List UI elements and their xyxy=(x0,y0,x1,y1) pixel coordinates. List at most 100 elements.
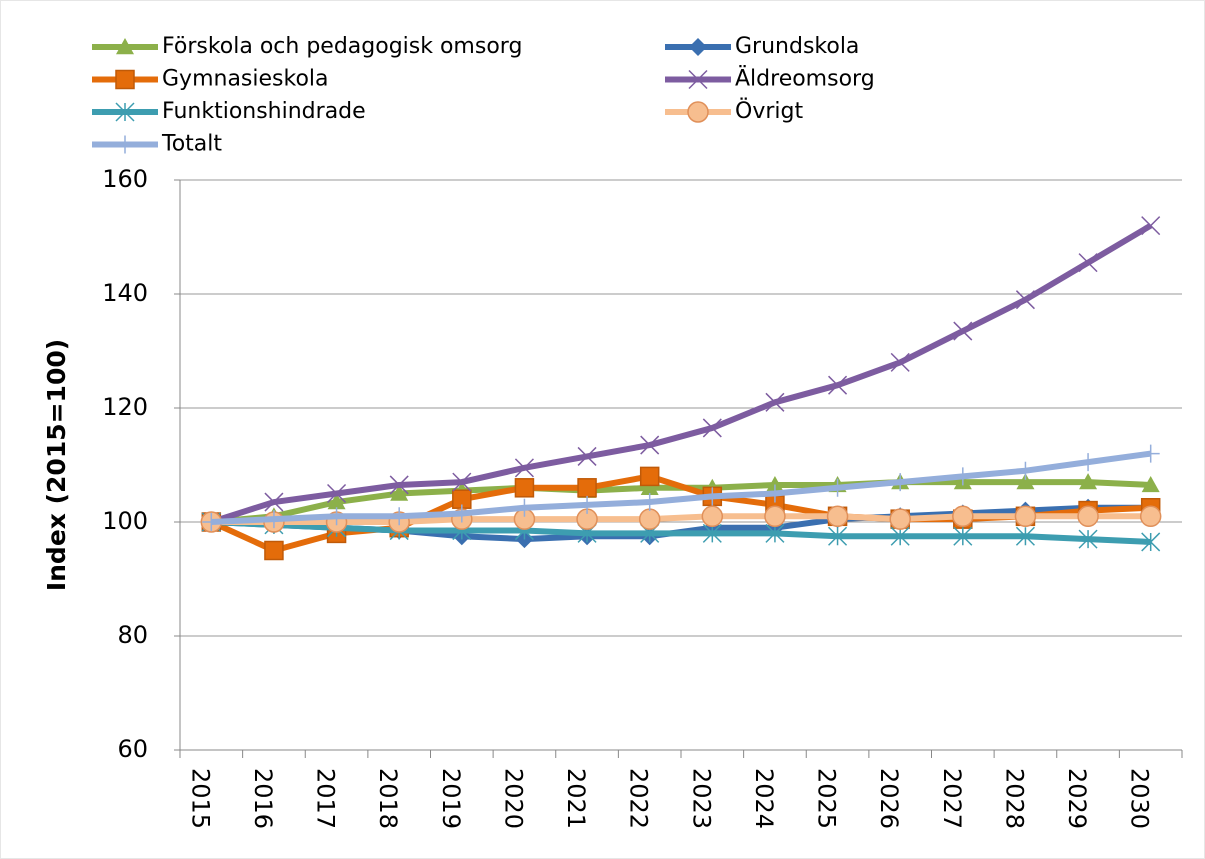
marker xyxy=(1016,461,1035,480)
x-tick-label: 2019 xyxy=(437,768,465,829)
series-line xyxy=(211,450,1152,525)
x-tick-label: 2029 xyxy=(1063,768,1091,829)
marker xyxy=(514,478,535,498)
marker xyxy=(640,493,659,512)
marker xyxy=(828,375,848,395)
marker xyxy=(578,495,597,514)
legend-label: Funktionshindrade xyxy=(162,99,366,124)
marker xyxy=(389,475,409,495)
legend-label: Grundskola xyxy=(735,34,859,59)
marker xyxy=(116,135,134,154)
marker xyxy=(702,523,722,543)
marker xyxy=(390,507,409,526)
marker xyxy=(264,492,284,512)
marker xyxy=(1139,505,1162,528)
x-tick-label: 2028 xyxy=(1000,768,1028,829)
y-tick-label: 60 xyxy=(117,735,148,763)
y-tick-label: 100 xyxy=(102,507,148,535)
y-tick-label: 80 xyxy=(117,621,148,649)
x-tick-label: 2017 xyxy=(312,768,340,829)
marker xyxy=(701,505,724,528)
marker xyxy=(890,352,910,372)
marker xyxy=(953,467,972,486)
x-tick-label: 2025 xyxy=(813,768,841,829)
x-tick-label: 2018 xyxy=(374,768,402,829)
x-tick-label: 2015 xyxy=(186,768,214,829)
marker xyxy=(1079,473,1098,490)
marker xyxy=(577,446,597,466)
marker xyxy=(702,418,722,438)
marker xyxy=(577,478,597,498)
y-tick-label: 160 xyxy=(102,165,148,193)
series-line xyxy=(211,513,1151,525)
marker xyxy=(1141,216,1161,236)
marker xyxy=(688,69,708,90)
marker xyxy=(828,526,848,546)
y-axis-label: Index (2015=100) xyxy=(42,339,71,591)
marker xyxy=(689,38,707,56)
marker xyxy=(515,498,534,517)
marker xyxy=(390,484,409,501)
marker xyxy=(115,102,135,122)
marker xyxy=(452,472,472,492)
marker xyxy=(116,38,134,55)
legend-label: Äldreomsorg xyxy=(735,66,875,92)
marker xyxy=(202,513,221,531)
marker xyxy=(890,526,910,546)
marker xyxy=(264,540,284,561)
marker xyxy=(1141,532,1161,552)
marker xyxy=(952,505,974,528)
marker xyxy=(953,526,973,546)
marker xyxy=(1015,526,1035,546)
marker xyxy=(452,504,471,523)
marker xyxy=(1016,473,1035,490)
marker xyxy=(639,466,660,487)
marker xyxy=(828,478,847,497)
x-tick-label: 2022 xyxy=(625,768,653,829)
y-tick-label: 120 xyxy=(102,393,148,421)
marker xyxy=(1079,453,1098,472)
marker xyxy=(765,484,784,503)
y-tick-label: 140 xyxy=(102,279,148,307)
marker xyxy=(765,523,785,543)
legend-label: Gymnasieskola xyxy=(162,67,329,92)
marker xyxy=(891,473,910,492)
x-tick-label: 2030 xyxy=(1126,768,1154,829)
marker xyxy=(327,483,347,504)
x-tick-label: 2016 xyxy=(249,768,277,829)
marker xyxy=(765,475,784,493)
marker xyxy=(1078,529,1098,549)
marker xyxy=(953,321,973,341)
marker xyxy=(264,510,283,529)
marker xyxy=(1141,475,1160,493)
marker xyxy=(327,493,346,510)
legend-label: Övrigt xyxy=(735,98,803,124)
marker xyxy=(764,505,786,528)
marker xyxy=(115,69,135,90)
marker xyxy=(640,435,660,455)
series-line xyxy=(210,223,1153,525)
marker xyxy=(1077,505,1099,528)
x-tick-label: 2026 xyxy=(875,768,903,829)
x-tick-label: 2021 xyxy=(562,768,590,829)
marker xyxy=(327,507,346,526)
marker xyxy=(687,101,709,123)
legend-label: Totalt xyxy=(161,132,222,157)
marker xyxy=(640,478,659,495)
marker xyxy=(638,508,661,530)
marker xyxy=(826,505,849,528)
x-tick-label: 2027 xyxy=(938,768,966,829)
marker xyxy=(889,508,911,530)
marker xyxy=(765,392,785,412)
series-line xyxy=(211,519,1151,545)
x-tick-label: 2024 xyxy=(750,768,778,829)
marker xyxy=(1015,290,1035,310)
marker xyxy=(1141,444,1160,463)
marker xyxy=(1014,505,1037,528)
legend-label: Förskola och pedagogisk omsorg xyxy=(162,34,522,59)
x-tick-label: 2023 xyxy=(687,768,715,829)
marker xyxy=(514,458,534,478)
x-tick-label: 2020 xyxy=(499,768,527,829)
